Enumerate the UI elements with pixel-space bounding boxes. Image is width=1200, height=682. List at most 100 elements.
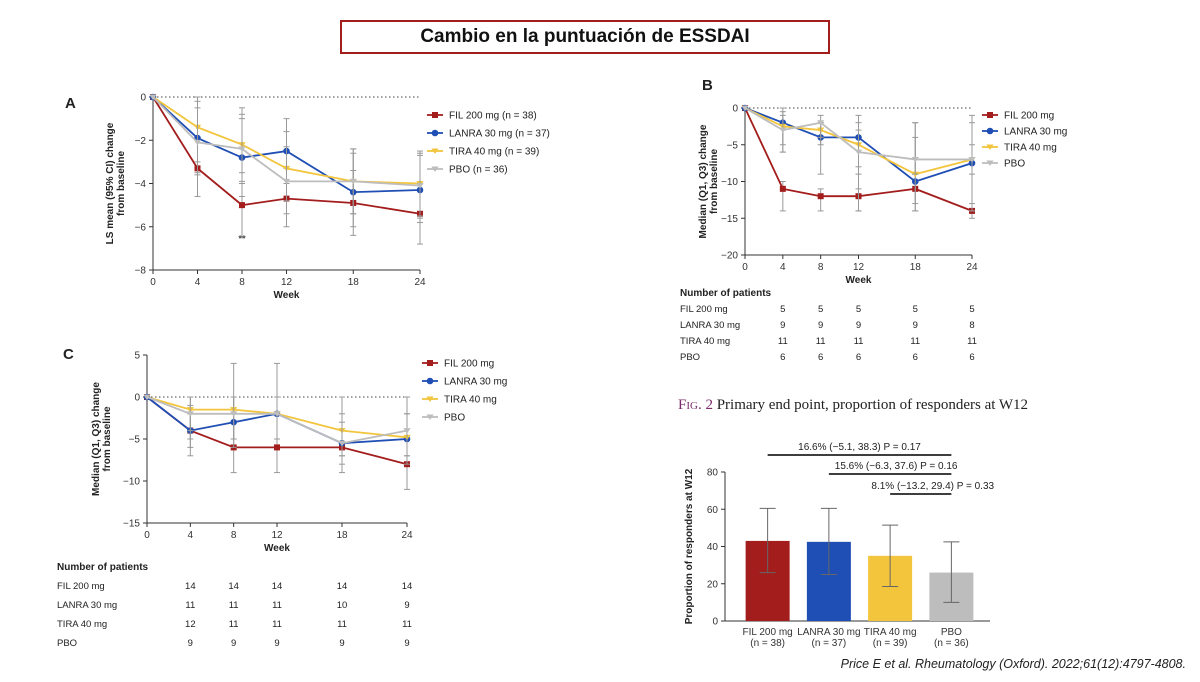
data-point (779, 127, 787, 134)
legend-marker (426, 377, 434, 385)
legend-entry: TIRA 40 mg (444, 395, 497, 406)
patients-table-row-label: TIRA 40 mg (57, 619, 107, 630)
figure-caption-text: Primary end point, proportion of respond… (712, 397, 1029, 413)
x-category-sublabel: (n = 37) (812, 638, 847, 649)
y-tick-label: 80 (707, 468, 719, 479)
citation: Price E et al. Rheumatology (Oxford). 20… (840, 657, 1186, 671)
figure-caption: Fig. 2 Primary end point, proportion of … (678, 395, 1038, 415)
data-point (403, 428, 411, 434)
legend-entry: LANRA 30 mg (1004, 127, 1067, 138)
x-tick-label: 24 (966, 262, 978, 273)
patients-table-row-label: TIRA 40 mg (680, 336, 730, 347)
patients-table-cell: 9 (780, 320, 785, 331)
legend-entry: PBO (1004, 159, 1025, 170)
x-tick-label: 8 (818, 262, 824, 273)
data-point (230, 411, 238, 417)
patients-table-cell: 9 (404, 600, 409, 611)
y-tick-label: 0 (712, 617, 718, 628)
data-point (149, 94, 157, 100)
y-axis-label: Proportion of responders at W12 (684, 468, 695, 624)
patients-table-cell: 11 (402, 619, 412, 630)
legend-entry: FIL 200 mg (1004, 111, 1054, 122)
data-point (349, 178, 357, 185)
patients-table-cell: 11 (229, 619, 239, 630)
figure-caption-prefix: Fig. 2 (678, 397, 713, 413)
data-point (282, 178, 291, 185)
legend-marker (427, 360, 433, 366)
patients-table-cell: 11 (272, 600, 282, 611)
chart-panel-c: C 5 0 −5 −10 −15 0 4 8 12 18 24 Week Median (Q1, Q3) … (57, 346, 507, 649)
x-axis-label: Week (274, 290, 300, 301)
patients-table-cell: 11 (816, 336, 826, 347)
data-point (854, 149, 863, 156)
legend-marker (426, 396, 434, 402)
data-point (968, 156, 976, 163)
panel-label: C (63, 346, 74, 363)
data-point (779, 185, 786, 192)
legend-entry: TIRA 40 mg (1004, 143, 1057, 154)
patients-table-cell: 6 (969, 352, 974, 363)
data-point (817, 120, 825, 126)
data-point (143, 394, 151, 400)
x-tick-label: 0 (144, 530, 150, 541)
y-tick-label: −5 (129, 435, 141, 446)
patients-table-cell: 9 (818, 320, 823, 331)
panel-label: A (65, 95, 76, 112)
y-axis-label: LS mean (95% CI) changefrom baseline (105, 122, 127, 244)
y-tick-label: −10 (123, 477, 140, 488)
patients-table-cell: 5 (969, 304, 974, 315)
patients-table-cell: 5 (818, 304, 823, 315)
x-category-label: FIL 200 mg (743, 627, 793, 638)
x-tick-label: 0 (150, 277, 156, 288)
legend-marker (426, 414, 434, 420)
legend-entry: PBO (n = 36) (449, 165, 508, 176)
y-tick-label: 60 (707, 505, 719, 516)
patients-table-cell: 11 (967, 336, 977, 347)
y-axis-label-line-1: LS mean (95% CI) change (105, 122, 116, 244)
slide-title: Cambio en la puntuación de ESSDAI (340, 20, 830, 54)
x-category-label: PBO (941, 627, 962, 638)
series-line-fil (744, 107, 973, 212)
data-point (741, 105, 749, 111)
patients-table-cell: 14 (228, 581, 239, 592)
data-point (186, 411, 194, 417)
y-axis-label: Median (Q1, Q3) changefrom baseline (698, 124, 720, 238)
x-tick-label: 12 (853, 262, 865, 273)
y-tick-label: 40 (707, 542, 719, 553)
patients-table-cell: 9 (339, 638, 344, 649)
y-tick-label: −5 (727, 140, 739, 151)
data-point (274, 444, 280, 451)
legend-entry: LANRA 30 mg (444, 377, 507, 388)
legend-entry: FIL 200 mg (444, 359, 494, 370)
y-tick-label: −4 (135, 179, 147, 190)
y-tick-label: −15 (721, 214, 738, 225)
data-point (911, 156, 919, 163)
data-point (193, 139, 202, 146)
patients-table-cell: 14 (402, 581, 413, 592)
series-line-pbo (744, 107, 972, 161)
x-tick-label: 24 (401, 530, 413, 541)
y-tick-label: −8 (135, 266, 147, 277)
comparison-label: 15.6% (−6.3, 37.6) P = 0.16 (835, 461, 958, 472)
legend-marker (432, 112, 438, 118)
x-tick-label: 18 (910, 262, 922, 273)
legend-marker (986, 160, 994, 166)
legend-entry: LANRA 30 mg (n = 37) (449, 129, 550, 140)
significance-annotation: ** (238, 234, 246, 245)
y-tick-label: 5 (134, 351, 140, 362)
patients-table-cell: 9 (188, 638, 193, 649)
data-point (239, 202, 245, 209)
y-tick-label: −6 (135, 222, 147, 233)
patients-table-row-label: LANRA 30 mg (57, 600, 117, 611)
patients-table-cell: 11 (337, 619, 347, 630)
y-tick-label: −2 (135, 136, 147, 147)
series-pbo (149, 94, 424, 219)
x-tick-label: 24 (414, 277, 426, 288)
x-tick-label: 8 (231, 530, 237, 541)
y-tick-label: 0 (732, 104, 738, 115)
patients-table-cell: 9 (274, 638, 279, 649)
series-line-lanra (146, 396, 408, 445)
y-tick-label: 20 (707, 579, 719, 590)
patients-table-cell: 9 (404, 638, 409, 649)
